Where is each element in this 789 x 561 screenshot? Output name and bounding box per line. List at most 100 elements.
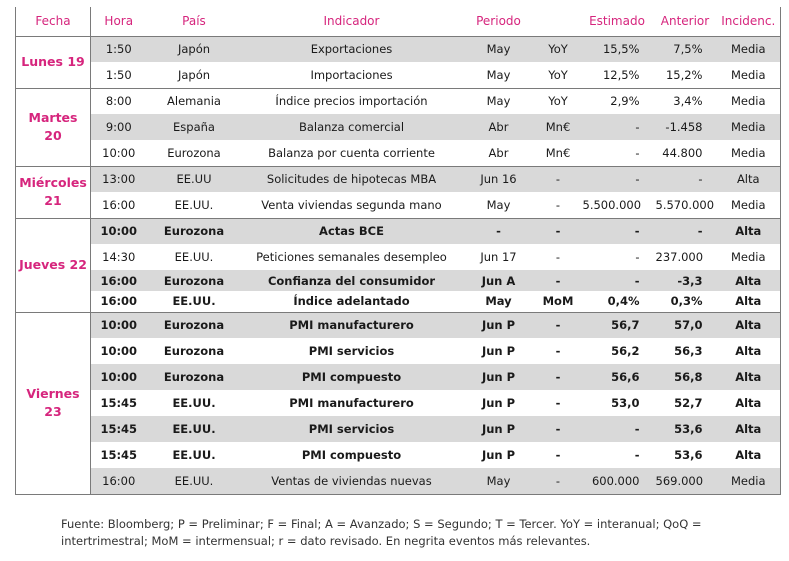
cell-pais: Eurozona bbox=[146, 217, 242, 244]
cell-estimado: 56,2 bbox=[611, 344, 640, 358]
cell-unidad: YoY bbox=[548, 67, 568, 82]
cell-incidencia: Media bbox=[716, 468, 781, 494]
header-anterior: Anterior bbox=[653, 7, 717, 37]
cell-anterior: -1.458 bbox=[653, 114, 717, 140]
cell-pais: Eurozona bbox=[146, 311, 242, 338]
cell-anterior: 5.570.000 bbox=[655, 197, 715, 212]
cell-hora: 8:00 bbox=[90, 87, 147, 114]
cell-estimado: - bbox=[635, 145, 640, 160]
cell-indicador: Balanza por cuenta corriente bbox=[268, 145, 435, 160]
footnote-line: intertrimestral; MoM = intermensual; r =… bbox=[61, 534, 591, 548]
cell-periodo: May bbox=[486, 67, 511, 82]
header-incidencia: Incidenc. bbox=[716, 7, 781, 37]
cell-pais: Eurozona bbox=[146, 364, 242, 390]
cell-hora: 10:00 bbox=[90, 364, 147, 390]
cell-unidad: YoY bbox=[535, 35, 581, 62]
cell-indicador: Exportaciones bbox=[241, 35, 462, 62]
cell-periodo: Abr bbox=[461, 114, 536, 140]
cell-hora: 16:00 bbox=[102, 197, 136, 212]
footnote-line: Fuente: Bloomberg; P = Preliminar; F = F… bbox=[61, 517, 702, 531]
cell-anterior: 52,7 bbox=[674, 396, 703, 410]
header-hora: Hora bbox=[90, 7, 147, 37]
cell-anterior: 44.800 bbox=[662, 145, 703, 160]
cell-periodo: Jun P bbox=[461, 416, 536, 442]
header-row: Fecha Hora País Indicador Periodo Estima… bbox=[15, 7, 781, 37]
cell-hora: 14:30 bbox=[102, 250, 136, 264]
cell-hora: 1:50 bbox=[90, 35, 147, 62]
cell-incidencia: Alta bbox=[716, 390, 781, 416]
cell-incidencia: Alta bbox=[716, 270, 781, 291]
header-fecha: Fecha bbox=[15, 7, 91, 37]
cell-estimado: 15,5% bbox=[580, 35, 654, 62]
calendar: Fecha Hora País Indicador Periodo Estima… bbox=[15, 7, 781, 495]
cell-estimado: - bbox=[580, 217, 654, 244]
cell-incidencia: Media bbox=[716, 87, 781, 114]
cell-periodo: Jun P bbox=[481, 344, 516, 358]
cell-anterior: 3,4% bbox=[653, 87, 717, 114]
cell-pais: EE.UU. bbox=[146, 468, 242, 494]
cell-indicador: PMI servicios bbox=[241, 416, 462, 442]
cell-indicador: Índice adelantado bbox=[293, 294, 410, 309]
cell-estimado: - bbox=[580, 416, 654, 442]
cell-indicador: PMI manufacturero bbox=[241, 311, 462, 338]
cell-anterior: 0,3% bbox=[670, 294, 703, 309]
cell-hora: 16:00 bbox=[100, 294, 138, 309]
cell-incidencia: Alta bbox=[716, 364, 781, 390]
cell-unidad: - bbox=[555, 396, 561, 410]
cell-periodo: - bbox=[461, 217, 536, 244]
cell-anterior: - bbox=[653, 165, 717, 192]
day-label: Jueves 22 bbox=[15, 217, 91, 312]
cell-estimado: 53,0 bbox=[611, 396, 640, 410]
cell-unidad: - bbox=[555, 448, 561, 462]
cell-estimado: 5.500.000 bbox=[582, 197, 642, 212]
cell-anterior: 53,6 bbox=[674, 448, 703, 462]
cell-unidad: - bbox=[535, 217, 581, 244]
cell-periodo: Jun P bbox=[461, 364, 536, 390]
cell-estimado: - bbox=[580, 114, 654, 140]
cell-anterior: 569.000 bbox=[653, 468, 717, 494]
cell-hora: 10:00 bbox=[102, 145, 136, 160]
cell-indicador: PMI compuesto bbox=[241, 364, 462, 390]
cell-unidad: - bbox=[535, 468, 581, 494]
cell-unidad: - bbox=[535, 165, 581, 192]
header-periodo: Periodo bbox=[461, 7, 536, 37]
cell-incidencia: Media bbox=[716, 35, 781, 62]
cell-estimado: 56,6 bbox=[580, 364, 654, 390]
day-label: Martes 20 bbox=[15, 87, 91, 166]
economic-calendar-table: Fecha Hora País Indicador Periodo Estima… bbox=[15, 7, 781, 495]
cell-periodo: Jun P bbox=[481, 448, 516, 462]
day-group: Miércoles 21 13:00 EE.UU Solicitudes de … bbox=[15, 165, 781, 218]
cell-indicador: Índice precios importación bbox=[241, 87, 462, 114]
cell-estimado: 12,5% bbox=[602, 67, 640, 82]
cell-pais: Japón bbox=[177, 67, 211, 82]
cell-incidencia: Media bbox=[716, 244, 781, 270]
cell-incidencia: Alta bbox=[716, 338, 781, 364]
footnote: Fuente: Bloomberg; P = Preliminar; F = F… bbox=[61, 516, 761, 550]
cell-indicador: PMI compuesto bbox=[301, 448, 402, 462]
cell-periodo: May bbox=[461, 468, 536, 494]
cell-unidad: - bbox=[535, 270, 581, 291]
cell-incidencia: Alta bbox=[716, 217, 781, 244]
cell-pais: Japón bbox=[146, 35, 242, 62]
cell-indicador: Confianza del consumidor bbox=[241, 270, 462, 291]
cell-periodo: May bbox=[486, 197, 511, 212]
cell-hora: 16:00 bbox=[90, 468, 147, 494]
day-group: Jueves 22 10:00 Eurozona Actas BCE - - -… bbox=[15, 217, 781, 312]
header-estimado: Estimado bbox=[580, 7, 654, 37]
cell-estimado: - bbox=[635, 250, 640, 264]
day-group: Viernes 23 10:00 Eurozona PMI manufactur… bbox=[15, 311, 781, 494]
cell-unidad: - bbox=[555, 344, 561, 358]
cell-anterior: 15,2% bbox=[665, 67, 703, 82]
cell-estimado: - bbox=[580, 165, 654, 192]
cell-hora: 10:00 bbox=[90, 217, 147, 244]
cell-hora: 1:50 bbox=[105, 67, 132, 82]
cell-unidad: MoM bbox=[542, 294, 574, 309]
cell-periodo: Jun 16 bbox=[461, 165, 536, 192]
cell-indicador: Solicitudes de hipotecas MBA bbox=[241, 165, 462, 192]
cell-estimado: - bbox=[634, 448, 640, 462]
cell-pais: EE.UU. bbox=[174, 250, 214, 264]
cell-unidad: Mn€ bbox=[545, 145, 571, 160]
cell-periodo: Jun P bbox=[461, 311, 536, 338]
cell-pais: EE.UU. bbox=[172, 294, 216, 309]
cell-estimado: 2,9% bbox=[580, 87, 654, 114]
